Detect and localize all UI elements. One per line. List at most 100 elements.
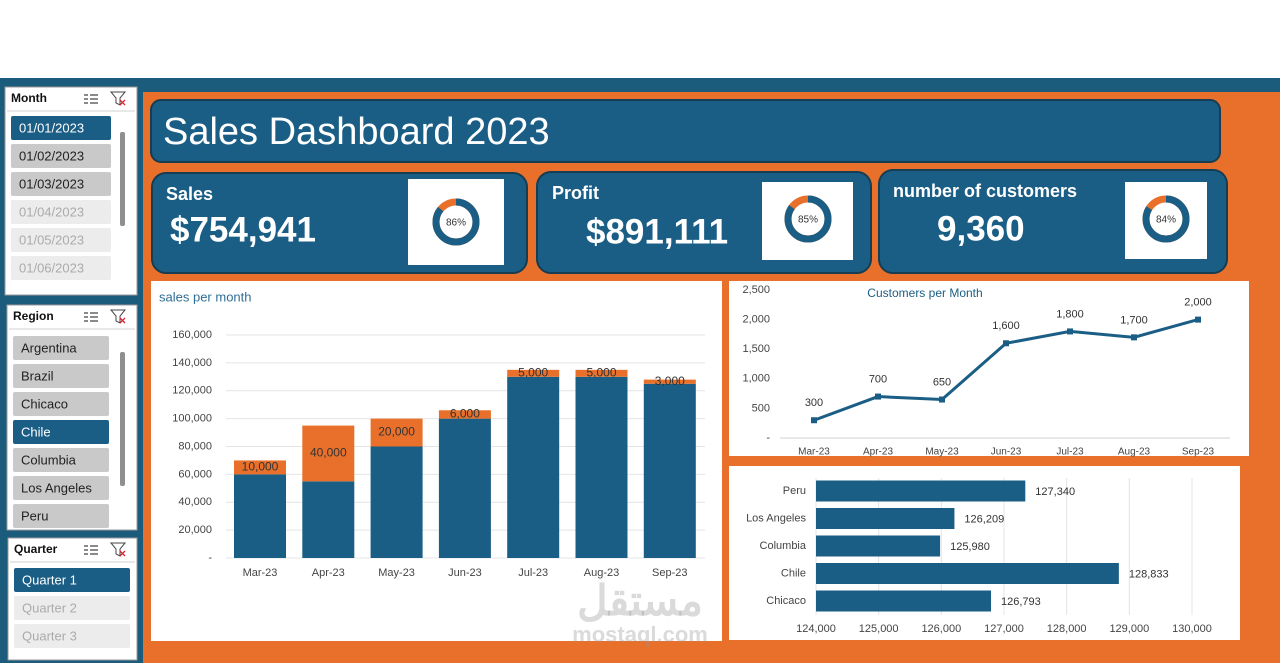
- slicer-item[interactable]: [13, 364, 109, 388]
- x-tick-label: 124,000: [796, 623, 836, 635]
- donut-box: [408, 179, 504, 265]
- x-tick-label: May-23: [378, 567, 415, 579]
- slicer-item-label[interactable]: Quarter 3: [22, 628, 77, 643]
- slicer-item[interactable]: [14, 568, 130, 592]
- slicer-item[interactable]: [11, 144, 111, 168]
- chart-title: sales per month: [159, 289, 252, 304]
- x-tick-label: 128,000: [1047, 623, 1087, 635]
- data-label: 20,000: [378, 425, 415, 439]
- clear-filter-x[interactable]: [119, 317, 126, 324]
- slicer-item[interactable]: [13, 448, 109, 472]
- bar-segment: [370, 446, 423, 558]
- x-tick-label: 129,000: [1109, 623, 1149, 635]
- slicer-scrollbar: [120, 352, 125, 486]
- kpi-label: number of customers: [893, 181, 1077, 201]
- y-tick-label: 20,000: [178, 524, 212, 536]
- kpi-value: $754,941: [170, 210, 316, 249]
- y-tick-label: 160,000: [172, 329, 212, 341]
- slicer-item[interactable]: [14, 624, 130, 648]
- y-tick-label: 2,000: [742, 314, 770, 326]
- y-tick-label: 1,500: [742, 343, 770, 355]
- slicer-item-label[interactable]: 01/05/2023: [19, 232, 84, 247]
- slicer-item[interactable]: [13, 504, 109, 528]
- data-label: 5,000: [586, 366, 616, 380]
- slicer-item[interactable]: [11, 228, 111, 252]
- x-tick-label: May-23: [925, 447, 959, 458]
- slicer-item-label[interactable]: Quarter 2: [22, 600, 77, 615]
- data-label: 650: [933, 376, 951, 388]
- x-tick-label: 126,000: [921, 623, 961, 635]
- slicer-item[interactable]: [14, 596, 130, 620]
- bar-segment: [234, 474, 286, 558]
- slicer-title: Quarter: [14, 542, 58, 556]
- slicer-item-label[interactable]: Peru: [21, 508, 48, 523]
- slicer-item-label[interactable]: 01/06/2023: [19, 260, 84, 275]
- donut-box: [1125, 182, 1207, 259]
- top-area: [0, 0, 1280, 78]
- line-marker: [1195, 316, 1201, 323]
- slicer-item-label[interactable]: 01/04/2023: [19, 204, 84, 219]
- slicer-item-label[interactable]: 01/01/2023: [19, 120, 84, 135]
- data-label: 700: [869, 373, 887, 385]
- data-label: 1,600: [992, 320, 1020, 332]
- bar-segment: [438, 418, 491, 558]
- donut-label: 85%: [798, 215, 818, 226]
- slicer-item[interactable]: [11, 116, 111, 140]
- x-tick-label: Jun-23: [991, 447, 1022, 458]
- multi-select-button[interactable]: [84, 545, 98, 555]
- watermark: مستقل: [577, 577, 703, 624]
- data-label: 127,340: [1035, 486, 1075, 498]
- slicer-item[interactable]: [11, 200, 111, 224]
- kpi-value: $891,111: [586, 212, 728, 251]
- slicer-item[interactable]: [13, 420, 109, 444]
- slicer-item-label[interactable]: Quarter 1: [22, 572, 77, 587]
- bar: [816, 535, 941, 557]
- donut-arc: [784, 195, 832, 243]
- clear-filter-x[interactable]: [119, 99, 126, 106]
- x-tick-label: Apr-23: [312, 567, 345, 579]
- slicer-item-label[interactable]: Brazil: [21, 368, 54, 383]
- bar: [816, 480, 1026, 502]
- line-marker: [939, 396, 945, 403]
- title-box: [150, 99, 1221, 163]
- slicer-item[interactable]: [11, 256, 111, 280]
- x-tick-label: Jun-23: [448, 567, 482, 579]
- bar-segment: [438, 410, 491, 419]
- kpi-label: Profit: [552, 183, 599, 203]
- slicer-item-label[interactable]: Los Angeles: [21, 480, 92, 495]
- slicer-item[interactable]: [13, 392, 109, 416]
- slicer-item-label[interactable]: Columbia: [21, 452, 77, 467]
- slicer-item[interactable]: [13, 336, 109, 360]
- slicer-item-label[interactable]: Argentina: [21, 340, 77, 355]
- y-tick-label: 100,000: [172, 413, 212, 425]
- multi-select-button[interactable]: [84, 94, 98, 104]
- data-label: 10,000: [242, 460, 279, 474]
- x-tick-label: 130,000: [1172, 623, 1212, 635]
- y-tick-label: Chile: [781, 567, 806, 579]
- slicer-item[interactable]: [13, 476, 109, 500]
- data-label: 5,000: [518, 366, 548, 380]
- data-label: 40,000: [310, 446, 347, 460]
- y-tick-label: 80,000: [178, 440, 212, 452]
- bar-segment: [302, 481, 355, 558]
- bar-segment: [302, 425, 355, 482]
- bar-segment: [234, 460, 286, 475]
- multi-select-button[interactable]: [84, 312, 98, 322]
- slicer-item-label[interactable]: Chile: [21, 424, 51, 439]
- y-tick-label: 2,500: [742, 284, 770, 296]
- data-label: 126,793: [1001, 596, 1041, 608]
- data-label: 128,833: [1129, 568, 1169, 580]
- slicer-item-label[interactable]: 01/03/2023: [19, 176, 84, 191]
- clear-filter-x[interactable]: [119, 550, 126, 557]
- chart-panel: [729, 281, 1249, 456]
- slicer-item-label[interactable]: 01/02/2023: [19, 148, 84, 163]
- slicer-item-label[interactable]: Chicaco: [21, 396, 68, 411]
- slicer-scrollbar: [120, 132, 125, 226]
- x-tick-label: Aug-23: [584, 567, 619, 579]
- data-label: 125,980: [950, 541, 990, 553]
- bar: [816, 563, 1119, 584]
- y-tick-label: 40,000: [178, 496, 212, 508]
- slicer-item[interactable]: [11, 172, 111, 196]
- bar-segment: [643, 383, 696, 558]
